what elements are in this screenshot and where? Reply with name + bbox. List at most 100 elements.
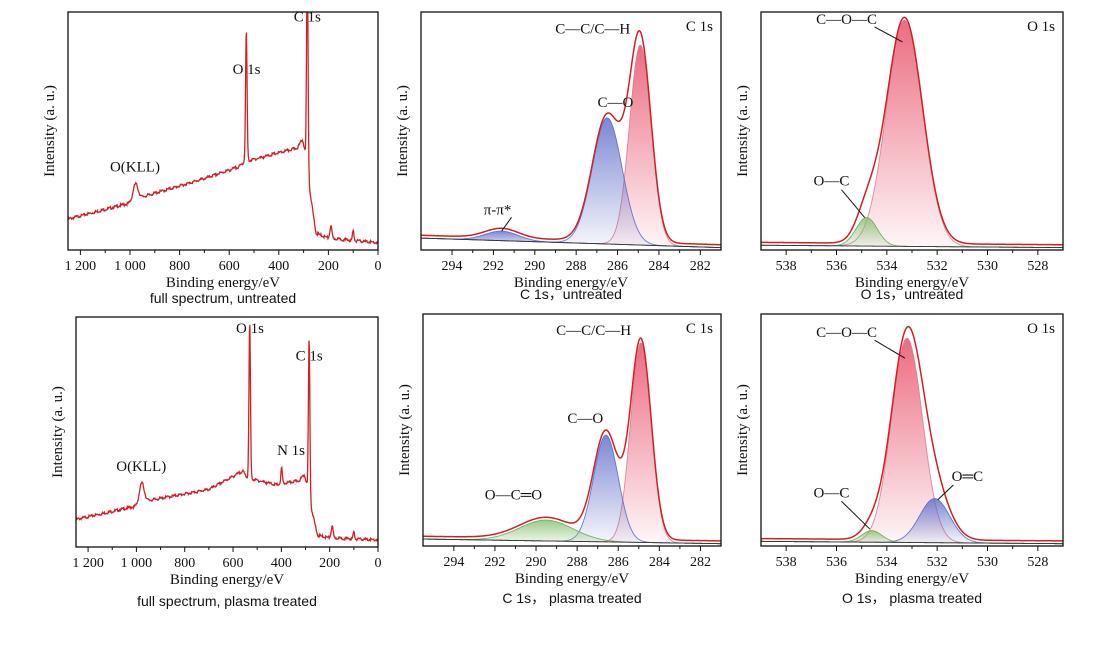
peak-annotation: C—O—C <box>816 325 877 341</box>
x-tick-label: 530 <box>977 259 998 274</box>
panel-caption: O 1s，untreated <box>861 286 964 302</box>
x-tick-label: 534 <box>876 259 897 274</box>
x-tick-label: 292 <box>483 259 504 274</box>
component-fill-0 <box>423 342 721 544</box>
peak-annotation: O(KLL) <box>116 459 166 475</box>
y-axis-label: Intensity (a. u.) <box>735 85 751 177</box>
component-fill-1 <box>421 117 721 248</box>
peak-annotation: C—O—C <box>816 12 877 28</box>
x-tick-label: 288 <box>566 259 587 274</box>
x-tick-label: 528 <box>1027 259 1048 274</box>
x-tick-label: 282 <box>690 555 711 570</box>
envelope-line <box>761 16 1063 246</box>
peak-annotation: C—O <box>567 411 603 427</box>
x-tick-label: 530 <box>977 555 998 570</box>
background-line <box>421 237 721 249</box>
leader-line <box>841 500 871 530</box>
x-tick-label: 534 <box>876 555 897 570</box>
peak-annotation: C—O <box>598 95 634 111</box>
x-tick-label: 200 <box>318 259 339 274</box>
x-tick-label: 1 200 <box>65 259 97 274</box>
x-tick-label: 536 <box>826 555 847 570</box>
panel-survey-plasma: 1 200 1 000 800 600 400 200 0 Binding energy/eV… <box>50 316 382 609</box>
y-axis-label: Intensity (a. u.) <box>735 384 751 476</box>
x-tick-label: 800 <box>174 556 195 571</box>
x-tick-label: 536 <box>826 259 847 274</box>
leader-line <box>501 217 512 232</box>
plot-area <box>421 29 721 249</box>
peak-annotation: O(KLL) <box>110 159 160 175</box>
x-tick-label: 0 <box>375 556 382 571</box>
x-tick-label: 290 <box>526 555 547 570</box>
peak-annotation: O—C <box>814 174 850 190</box>
x-axis-label: Binding energy/eV <box>855 275 969 291</box>
y-axis-label: Intensity (a. u.) <box>395 85 411 177</box>
peak-annotation: O═C <box>952 469 983 485</box>
leader-line <box>874 26 903 43</box>
plot-area <box>761 16 1063 249</box>
panel-o1s-plasma: 538 536 534 532 530 528 Binding energy/eV Inten… <box>735 313 1064 606</box>
component-fill-0 <box>761 338 1063 544</box>
corner-label: C 1s <box>686 19 713 35</box>
component-fill-0 <box>421 45 721 248</box>
envelope-line <box>761 325 1063 542</box>
component-fill-1 <box>423 435 721 544</box>
background-line <box>761 244 1063 249</box>
component-line-0 <box>423 342 721 545</box>
plot-frame <box>67 11 379 251</box>
peak-annotation: C 1s <box>296 349 323 365</box>
peak-annotation: O—C <box>814 485 850 501</box>
background-line <box>761 540 1063 545</box>
x-tick-label: 1 000 <box>114 259 146 274</box>
x-axis-label: Binding energy/eV <box>514 275 628 291</box>
peak-annotation: C—C/C—H <box>556 323 631 339</box>
peak-annotation: N 1s <box>277 443 305 459</box>
panel-caption: full spectrum, plasma treated <box>137 593 317 609</box>
component-fill-1 <box>761 498 1063 544</box>
peak-annotation: O—C═O <box>485 488 542 504</box>
survey-spectrum-line <box>76 324 378 543</box>
peak-annotation: C 1s <box>294 10 321 26</box>
x-axis-label: Binding energy/eV <box>855 571 969 587</box>
component-line-1 <box>423 434 721 545</box>
x-tick-label: 532 <box>927 259 948 274</box>
x-axis-label: Binding energy/eV <box>170 572 284 588</box>
plot-frame <box>422 313 722 547</box>
y-axis-label: Intensity (a. u.) <box>42 85 58 177</box>
plot-area <box>423 337 721 545</box>
background-line <box>423 538 721 545</box>
survey-spectrum-line <box>68 12 378 245</box>
x-axis-label: Binding energy/eV <box>166 275 280 291</box>
panel-o1s-untreated: 538 536 534 532 530 528 Binding energy/eV Inten… <box>735 11 1064 302</box>
x-tick-label: 600 <box>223 556 244 571</box>
x-tick-label: 1 000 <box>121 556 153 571</box>
plot-area <box>68 12 378 245</box>
x-tick-label: 290 <box>524 259 545 274</box>
x-tick-label: 538 <box>776 259 797 274</box>
plot-frame <box>420 11 722 251</box>
x-tick-label: 282 <box>690 259 711 274</box>
x-tick-label: 1 200 <box>72 556 104 571</box>
x-tick-label: 288 <box>567 555 588 570</box>
y-axis-label: Intensity (a. u.) <box>397 384 413 476</box>
peak-annotation: π-π* <box>484 202 512 218</box>
corner-label: C 1s <box>686 321 713 337</box>
plot-area <box>76 324 378 543</box>
x-axis-label: Binding energy/eV <box>515 571 629 587</box>
envelope-line <box>423 337 721 542</box>
leader-line <box>874 339 906 359</box>
component-fill-2 <box>423 520 721 544</box>
peak-annotation: C—C/C—H <box>555 21 630 37</box>
component-fill-0 <box>761 20 1063 248</box>
x-tick-label: 200 <box>319 556 340 571</box>
x-tick-label: 400 <box>271 556 292 571</box>
x-tick-label: 294 <box>442 259 463 274</box>
peak-annotation: O 1s <box>233 62 261 78</box>
x-tick-label: 0 <box>375 259 382 274</box>
component-line-0 <box>421 44 721 249</box>
panel-caption: O 1s， plasma treated <box>842 590 982 606</box>
x-tick-label: 400 <box>268 259 289 274</box>
panel-survey-untreated: 1 200 1 000 800 600 400 200 0 Binding energy/eV… <box>42 10 382 306</box>
plot-area <box>761 325 1063 545</box>
x-tick-label: 286 <box>608 555 629 570</box>
